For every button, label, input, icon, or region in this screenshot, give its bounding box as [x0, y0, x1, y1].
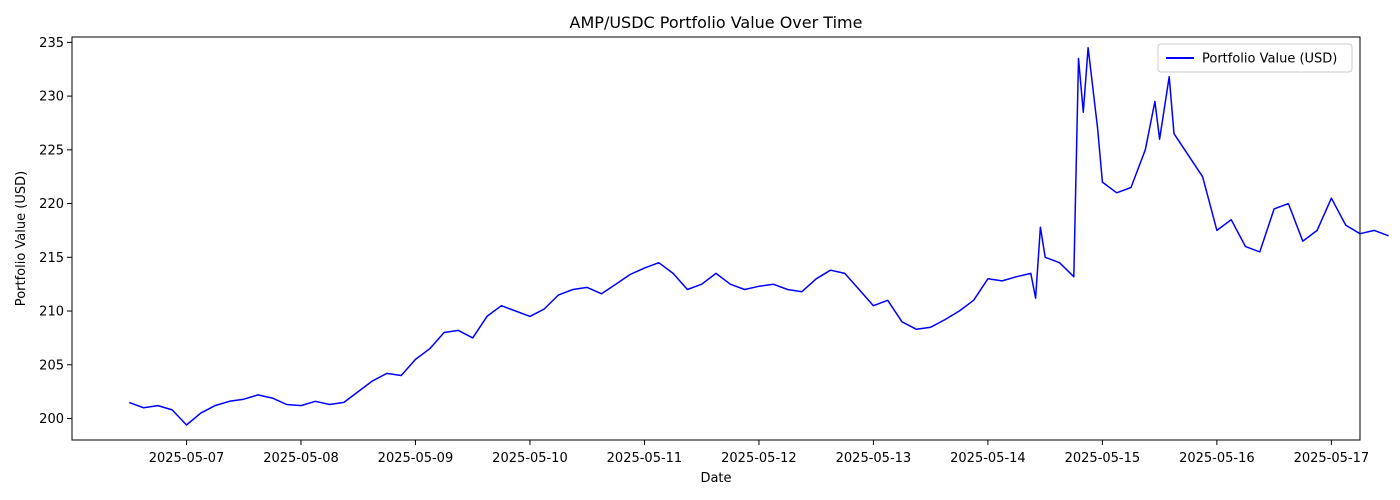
x-tick-label: 2025-05-08: [263, 451, 339, 466]
series-layer: [128, 46, 1389, 426]
series-line: [128, 46, 1389, 426]
x-tick-label: 2025-05-12: [721, 451, 797, 466]
x-tick-label: 2025-05-10: [492, 451, 568, 466]
x-axis-title: Date: [700, 471, 731, 486]
y-tick-label: 200: [39, 412, 64, 427]
y-axis-title: Portfolio Value (USD): [14, 171, 29, 306]
plot-frame: [71, 36, 1361, 441]
y-tick-label: 235: [39, 36, 64, 51]
x-tick-label: 2025-05-16: [1179, 451, 1255, 466]
legend-label: Portfolio Value (USD): [1202, 52, 1337, 67]
x-axis: 2025-05-07 2025-05-08 2025-05-09 2025-05-10…: [149, 440, 1369, 466]
x-tick-label: 2025-05-11: [607, 451, 683, 466]
legend-box: [1157, 43, 1353, 73]
y-tick-label: 210: [39, 305, 64, 320]
x-tick-label: 2025-05-14: [950, 451, 1026, 466]
x-tick-label: 2025-05-15: [1065, 451, 1141, 466]
x-tick-label: 2025-05-17: [1294, 451, 1370, 466]
y-tick-label: 215: [39, 251, 64, 266]
y-axis: 200 205 210 215 220 225 230 235: [39, 36, 72, 427]
x-tick-label: 2025-05-13: [836, 451, 912, 466]
plot-area: [71, 36, 1389, 441]
y-tick-label: 225: [39, 143, 64, 158]
legend: Portfolio Value (USD): [1157, 43, 1353, 73]
y-tick-label: 220: [39, 197, 64, 212]
chart-title: AMP/USDC Portfolio Value Over Time: [570, 13, 863, 32]
y-tick-label: 205: [39, 358, 64, 373]
x-tick-label: 2025-05-07: [149, 451, 225, 466]
y-tick-label: 230: [39, 90, 64, 105]
x-tick-label: 2025-05-09: [378, 451, 454, 466]
